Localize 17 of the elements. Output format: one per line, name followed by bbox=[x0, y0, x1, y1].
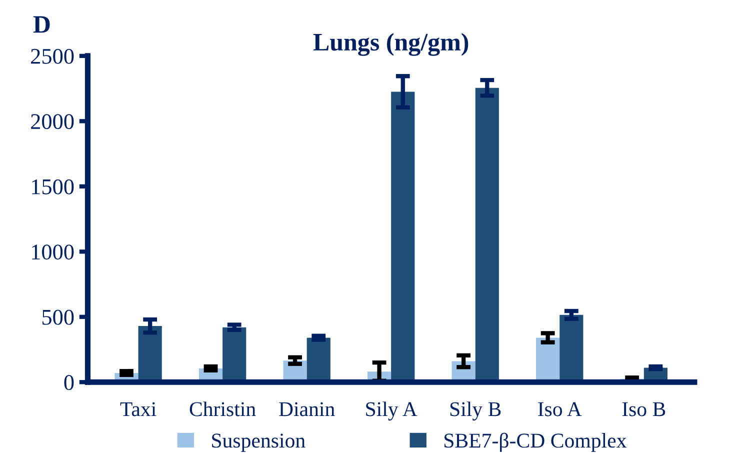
x-tick-label: Christin bbox=[190, 402, 256, 416]
legend-label: Suspension bbox=[212, 434, 306, 452]
y-tick-label: 2500 bbox=[31, 48, 74, 64]
text: D bbox=[33, 16, 50, 33]
x-tick-label: Sily A bbox=[366, 402, 418, 421]
y-tick-label: 1000 bbox=[32, 244, 74, 260]
chart-title: Lungs (ng/gm) bbox=[313, 33, 468, 56]
x-tick-label: Iso B bbox=[622, 402, 666, 416]
legend-label: SBE7-β-CD Complex bbox=[444, 432, 626, 452]
x-tick-label: Sily B bbox=[450, 402, 501, 421]
x-tick-label: Taxi bbox=[120, 402, 156, 416]
x-tick-label: Iso A bbox=[538, 402, 582, 416]
y-tick-label: 2000 bbox=[31, 114, 74, 130]
y-tick-label: 1500 bbox=[32, 179, 74, 194]
y-tick-label: 0 bbox=[64, 375, 74, 390]
x-tick-label: Dianin bbox=[279, 402, 335, 416]
y-tick-label: 500 bbox=[42, 310, 74, 325]
